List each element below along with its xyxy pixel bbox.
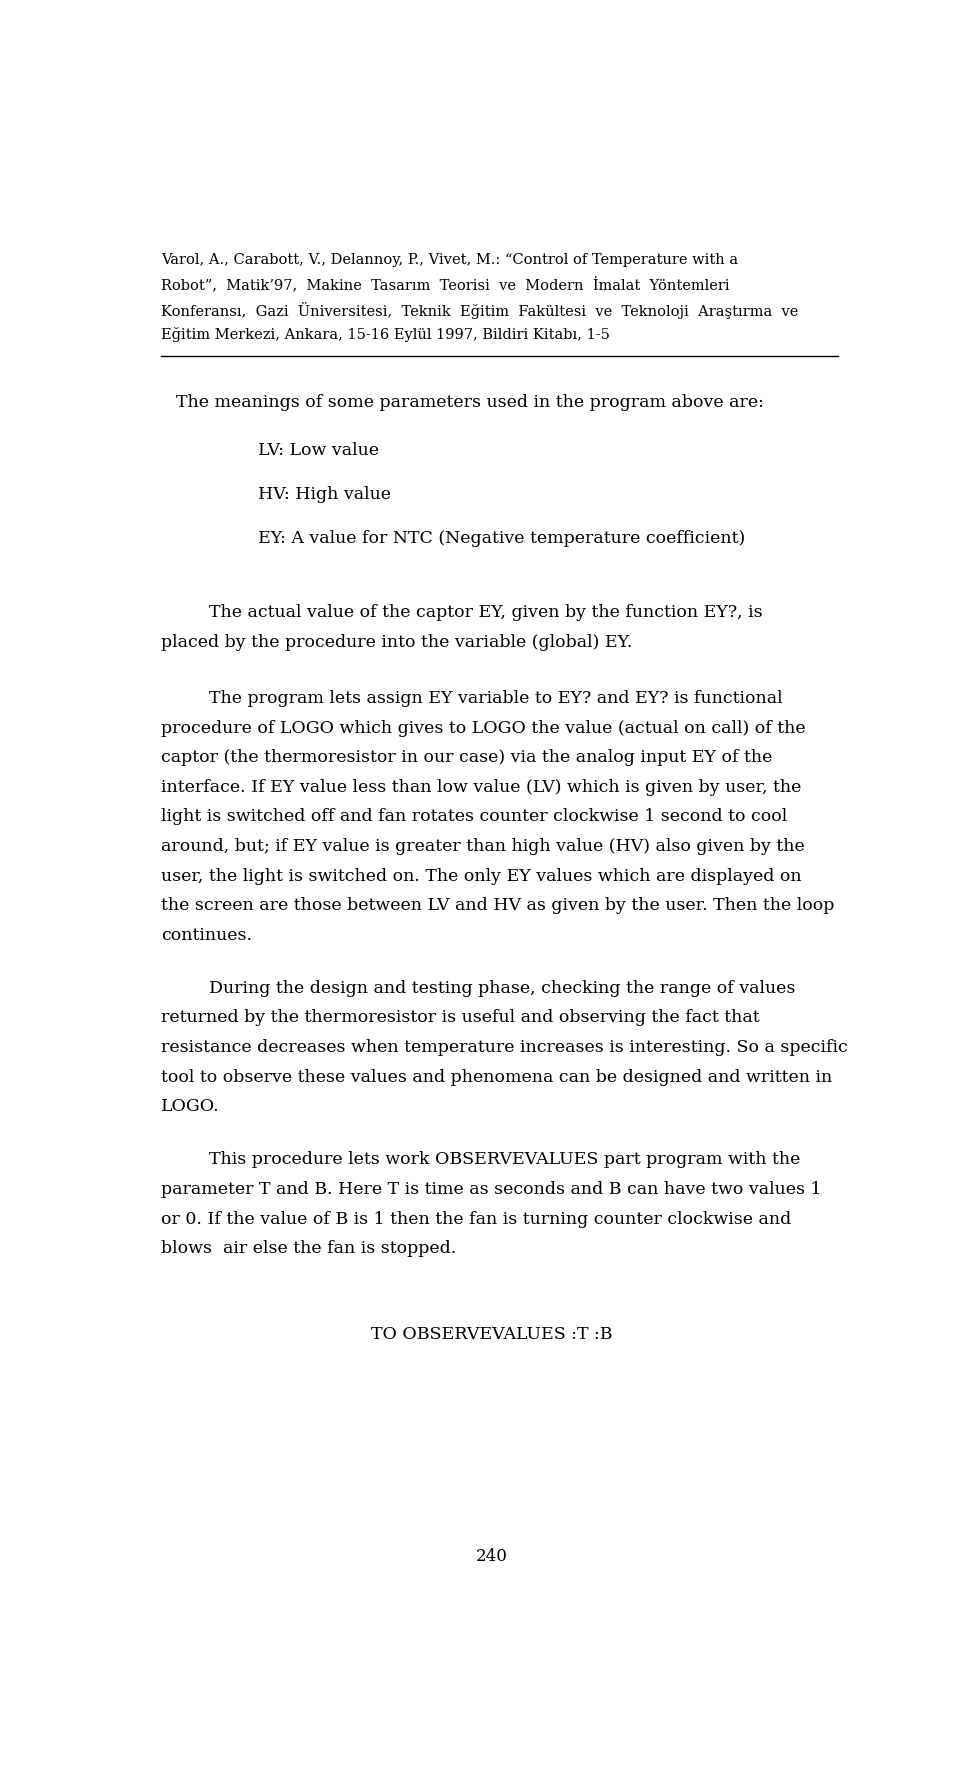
Text: This procedure lets work OBSERVEVALUES part program with the: This procedure lets work OBSERVEVALUES p… xyxy=(209,1152,801,1168)
Text: resistance decreases when temperature increases is interesting. So a specific: resistance decreases when temperature in… xyxy=(161,1039,848,1056)
Text: During the design and testing phase, checking the range of values: During the design and testing phase, che… xyxy=(209,981,796,997)
Text: the screen are those between LV and HV as given by the user. Then the loop: the screen are those between LV and HV a… xyxy=(161,897,834,914)
Text: or 0. If the value of B is 1 then the fan is turning counter clockwise and: or 0. If the value of B is 1 then the fa… xyxy=(161,1211,791,1227)
Text: returned by the thermoresistor is useful and observing the fact that: returned by the thermoresistor is useful… xyxy=(161,1009,759,1027)
Text: tool to observe these values and phenomena can be designed and written in: tool to observe these values and phenome… xyxy=(161,1068,832,1086)
Text: Eğitim Merkezi, Ankara, 15-16 Eylül 1997, Bildiri Kitabı, 1-5: Eğitim Merkezi, Ankara, 15-16 Eylül 1997… xyxy=(161,327,610,343)
Text: around, but; if EY value is greater than high value (HV) also given by the: around, but; if EY value is greater than… xyxy=(161,838,804,855)
Text: continues.: continues. xyxy=(161,927,252,943)
Text: procedure of LOGO which gives to LOGO the value (actual on call) of the: procedure of LOGO which gives to LOGO th… xyxy=(161,720,805,736)
Text: The program lets assign EY variable to EY? and EY? is functional: The program lets assign EY variable to E… xyxy=(209,689,783,707)
Text: Robot”,  Matik’97,  Makine  Tasarım  Teorisi  ve  Modern  İmalat  Yöntemleri: Robot”, Matik’97, Makine Tasarım Teorisi… xyxy=(161,277,730,293)
Text: 240: 240 xyxy=(476,1548,508,1565)
Text: LV: Low value: LV: Low value xyxy=(257,441,378,459)
Text: captor (the thermoresistor in our case) via the analog input EY of the: captor (the thermoresistor in our case) … xyxy=(161,750,772,766)
Text: EY: A value for NTC (Negative temperature coefficient): EY: A value for NTC (Negative temperatur… xyxy=(257,530,745,548)
Text: The meanings of some parameters used in the program above are:: The meanings of some parameters used in … xyxy=(176,395,763,411)
Text: user, the light is switched on. The only EY values which are displayed on: user, the light is switched on. The only… xyxy=(161,868,802,884)
Text: The actual value of the captor EY, given by the function EY?, is: The actual value of the captor EY, given… xyxy=(209,604,763,622)
Text: light is switched off and fan rotates counter clockwise 1 second to cool: light is switched off and fan rotates co… xyxy=(161,809,787,825)
Text: TO OBSERVEVALUES :T :B: TO OBSERVEVALUES :T :B xyxy=(372,1325,612,1343)
Text: parameter T and B. Here T is time as seconds and B can have two values 1: parameter T and B. Here T is time as sec… xyxy=(161,1181,822,1198)
Text: Konferansı,  Gazi  Üniversitesi,  Teknik  Eğitim  Fakültesi  ve  Teknoloji  Araş: Konferansı, Gazi Üniversitesi, Teknik Eğ… xyxy=(161,302,799,320)
Text: placed by the procedure into the variable (global) EY.: placed by the procedure into the variabl… xyxy=(161,634,633,650)
Text: HV: High value: HV: High value xyxy=(257,486,391,504)
Text: LOGO.: LOGO. xyxy=(161,1098,220,1114)
Text: interface. If EY value less than low value (LV) which is given by user, the: interface. If EY value less than low val… xyxy=(161,779,802,797)
Text: Varol, A., Carabott, V., Delannoy, P., Vivet, M.: “Control of Temperature with a: Varol, A., Carabott, V., Delannoy, P., V… xyxy=(161,254,738,266)
Text: blows  air else the fan is stopped.: blows air else the fan is stopped. xyxy=(161,1239,456,1257)
